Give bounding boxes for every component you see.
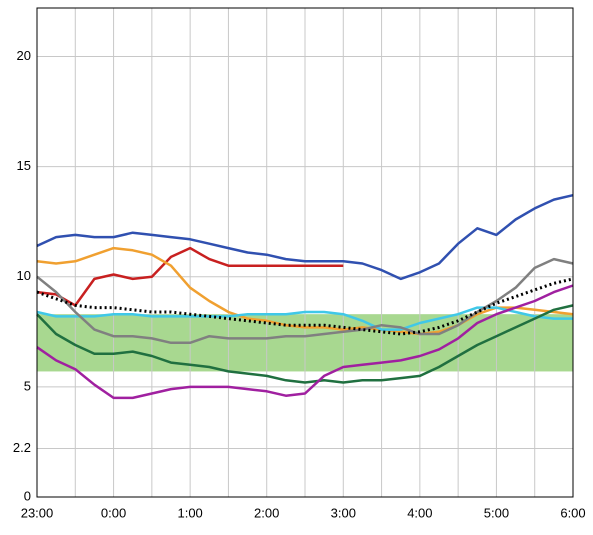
- y-tick-label: 0: [24, 488, 31, 503]
- series-line: [36, 193, 574, 281]
- y-tick-label: 10: [17, 268, 31, 283]
- y-tick-label: 15: [17, 158, 31, 173]
- x-tick-label: 5:00: [484, 505, 509, 520]
- x-tick-label: 23:00: [21, 505, 54, 520]
- x-tick-label: 2:00: [254, 505, 279, 520]
- series-line: [36, 246, 574, 336]
- x-tick-label: 3:00: [331, 505, 356, 520]
- x-tick-label: 6:00: [560, 505, 585, 520]
- series-line: [36, 246, 344, 307]
- series-line: [36, 284, 574, 400]
- plot-frame: [36, 7, 574, 498]
- series-line: [36, 304, 574, 384]
- x-tick-label: 4:00: [407, 505, 432, 520]
- y-tick-label: 20: [17, 48, 31, 63]
- x-tick-label: 0:00: [101, 505, 126, 520]
- series-line: [36, 277, 574, 336]
- y-tick-label: 5: [24, 378, 31, 393]
- y-tick-label: 2.2: [13, 440, 31, 455]
- x-tick-label: 1:00: [177, 505, 202, 520]
